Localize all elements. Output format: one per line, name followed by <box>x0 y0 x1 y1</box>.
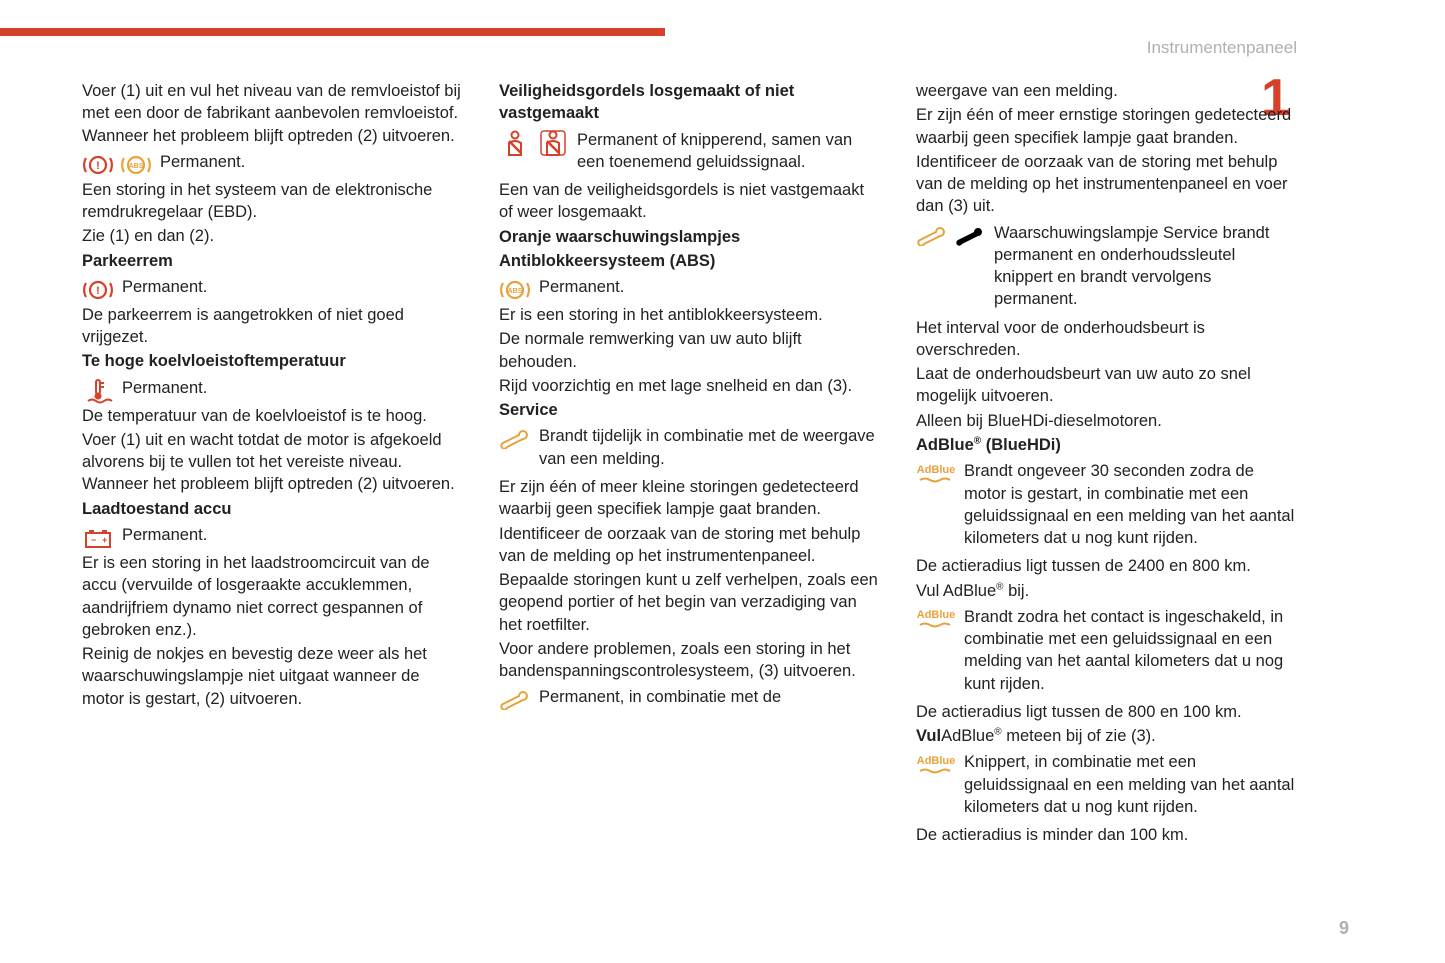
wrench-icon <box>499 425 531 453</box>
service-b: Er zijn één of meer kleine storingen ged… <box>499 476 880 521</box>
svg-text:ABS: ABS <box>508 288 523 295</box>
ab3: Vul AdBlue® bij. <box>916 580 1297 602</box>
brake-warning-icon: ! <box>82 151 114 179</box>
c3p1d: Alleen bij BlueHDi-dieselmotoren. <box>916 410 1297 432</box>
abs-perm: Permanent. <box>539 276 880 298</box>
c3p0b: Er zijn één of meer ernstige storingen g… <box>916 104 1297 149</box>
seatbelt-desc: Een van de veiligheidsgordels is niet va… <box>499 179 880 224</box>
adblue-row1: AdBlue Brandt ongeveer 30 seconden zodra… <box>916 460 1297 551</box>
adblue-heading: AdBlue® (BlueHDi) <box>916 434 1297 456</box>
parking-brake-icon: ! <box>82 276 114 304</box>
ab5: De actieradius ligt tussen de 800 en 100… <box>916 701 1297 723</box>
column-2: Veiligheidsgordels losgemaakt of niet va… <box>499 80 880 849</box>
service-d: Bepaalde storingen kunt u zelf verhelpen… <box>499 569 880 636</box>
adblue-row2: AdBlue Brandt zodra het contact is inges… <box>916 606 1297 697</box>
adblue-row3: AdBlue Knippert, in combinatie met een g… <box>916 751 1297 820</box>
ebd-perm: Permanent. <box>160 151 463 173</box>
page-content: Voer (1) uit en vul het niveau van de re… <box>82 80 1297 849</box>
c3p0: weergave van een melding. <box>916 80 1297 102</box>
c3p1b: Het interval voor de onderhoudsbeurt is … <box>916 317 1297 362</box>
service-perm-row: Permanent, in combinatie met de <box>499 686 880 714</box>
park-desc: De parkeerrem is aangetrokken of niet go… <box>82 304 463 349</box>
column-3: weergave van een melding. Er zijn één of… <box>916 80 1297 849</box>
ab4: Brandt zodra het contact is ingeschakeld… <box>964 606 1297 695</box>
service-c: Identificeer de oorzaak van de storing m… <box>499 523 880 568</box>
service-temp: Brandt tijdelijk in combinatie met de we… <box>539 425 880 470</box>
svg-text:!: ! <box>96 160 100 172</box>
ebd-ref: Zie (1) en dan (2). <box>82 225 463 247</box>
cool-perm: Permanent. <box>122 377 463 399</box>
abs-desc: Er is een storing in het antiblokkeersys… <box>499 304 880 326</box>
cool-desc: De temperatuur van de koelvloeistof is t… <box>82 405 463 427</box>
bat-desc: Er is een storing in het laadstroomcircu… <box>82 552 463 641</box>
abs-heading: Antiblokkeersysteem (ABS) <box>499 250 880 272</box>
battery-row: −+ Permanent. <box>82 524 463 552</box>
service-e: Voor andere problemen, zoals een storing… <box>499 638 880 683</box>
service-row: Brandt tijdelijk in combinatie met de we… <box>499 425 880 472</box>
ab8: De actieradius is minder dan 100 km. <box>916 824 1297 846</box>
seatbelt-rear-icon <box>537 129 569 157</box>
header-label: Instrumentenpaneel <box>1147 38 1297 58</box>
abs-orange-icon: ABS <box>499 276 531 304</box>
bat-action: Reinig de nokjes en bevestig deze weer a… <box>82 643 463 710</box>
adblue-icon-2: AdBlue <box>916 606 956 634</box>
svg-text:!: ! <box>96 285 100 297</box>
seatbelt-perm: Permanent of knipperend, samen van een t… <box>577 129 880 174</box>
ab7: Knippert, in combinatie met een geluidss… <box>964 751 1297 818</box>
adblue-icon: AdBlue <box>916 460 956 488</box>
ab2: De actieradius ligt tussen de 2400 en 80… <box>916 555 1297 577</box>
coolant-heading: Te hoge koelvloeistoftemperatuur <box>82 350 463 372</box>
svg-text:+: + <box>102 535 107 545</box>
seatbelt-front-icon <box>499 129 531 157</box>
abs-icon: ABS <box>120 151 152 179</box>
wrench-outline-icon <box>916 222 948 250</box>
c3p0c: Identificeer de oorzaak van de storing m… <box>916 151 1297 218</box>
c3p1c: Laat de onderhoudsbeurt van uw auto zo s… <box>916 363 1297 408</box>
orange-heading: Oranje waarschuwingslampjes <box>499 226 880 248</box>
svg-text:−: − <box>91 535 96 545</box>
abs-note: De normale remwerking van uw auto blijft… <box>499 328 880 373</box>
service-f: Permanent, in combinatie met de <box>539 686 880 708</box>
coolant-row: Permanent. <box>82 377 463 405</box>
parkeerrem-row: ! Permanent. <box>82 276 463 304</box>
park-perm: Permanent. <box>122 276 463 298</box>
wrench-icon-2 <box>499 686 531 714</box>
top-accent-bar <box>0 28 665 36</box>
ab6: VulAdBlue® meteen bij of zie (3). <box>916 725 1297 747</box>
ebd-row: ! ABS Permanent. <box>82 151 463 179</box>
seatbelt-heading: Veiligheidsgordels losgemaakt of niet va… <box>499 80 880 125</box>
bat-perm: Permanent. <box>122 524 463 546</box>
column-1: Voer (1) uit en vul het niveau van de re… <box>82 80 463 849</box>
intro-text: Voer (1) uit en vul het niveau van de re… <box>82 80 463 147</box>
page-number: 9 <box>1339 918 1349 939</box>
adblue-icon-3: AdBlue <box>916 751 956 779</box>
battery-icon: −+ <box>82 524 114 552</box>
ebd-desc: Een storing in het systeem van de elektr… <box>82 179 463 224</box>
service-heading: Service <box>499 399 880 421</box>
parkeerrem-heading: Parkeerrem <box>82 250 463 272</box>
abs-action: Rijd voorzichtig en met lage snelheid en… <box>499 375 880 397</box>
coolant-temp-icon <box>82 377 114 405</box>
abs-row: ABS Permanent. <box>499 276 880 304</box>
wrench-solid-icon <box>954 222 986 250</box>
c3p1a: Waarschuwingslampje Service brandt perma… <box>994 222 1297 311</box>
battery-heading: Laadtoestand accu <box>82 498 463 520</box>
seatbelt-row: Permanent of knipperend, samen van een t… <box>499 129 880 176</box>
ab1: Brandt ongeveer 30 seconden zodra de mot… <box>964 460 1297 549</box>
cool-action: Voer (1) uit en wacht totdat de motor is… <box>82 429 463 496</box>
service-dual-row: Waarschuwingslampje Service brandt perma… <box>916 222 1297 313</box>
svg-text:ABS: ABS <box>129 163 144 170</box>
